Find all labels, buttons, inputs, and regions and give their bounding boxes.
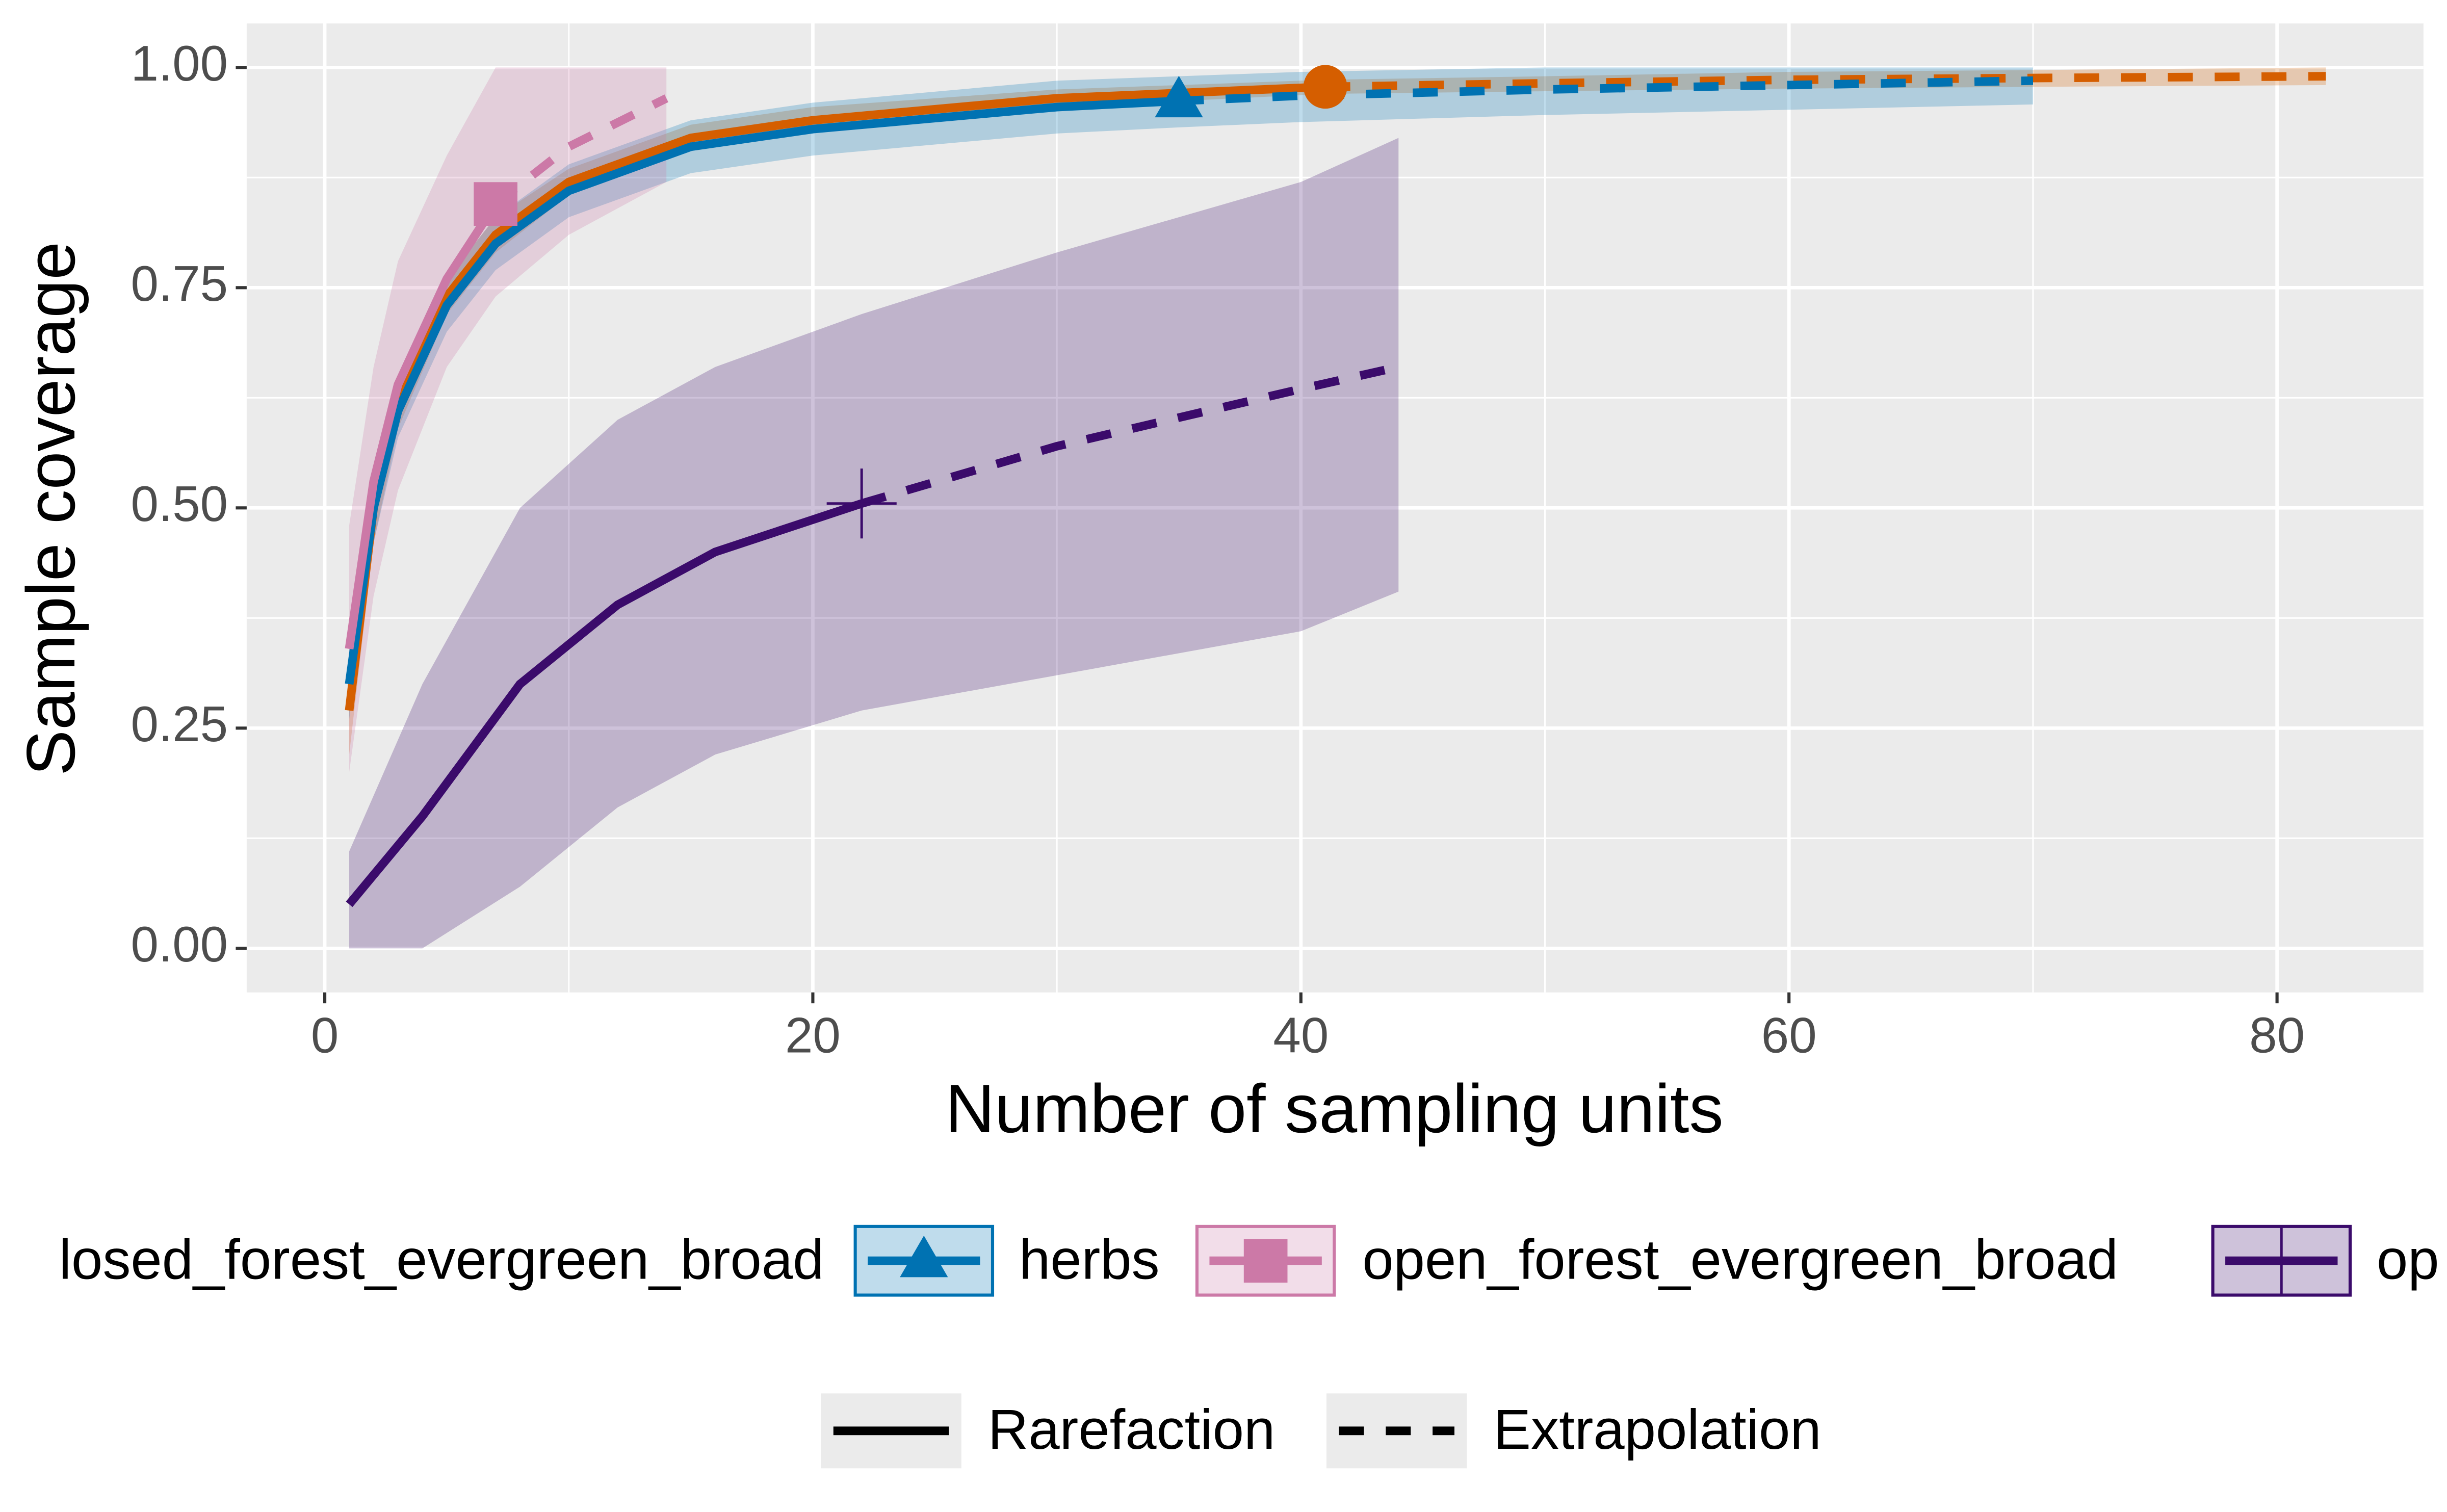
y-tick-label: 0.00 — [131, 916, 228, 972]
confidence-band — [349, 138, 1399, 949]
y-tick-label: 0.75 — [131, 255, 228, 311]
legend-label: Rarefaction — [988, 1398, 1275, 1461]
y-tick-label: 0.25 — [131, 696, 228, 752]
rarefaction-line — [345, 201, 500, 650]
marker — [826, 468, 897, 539]
legend-label: herbs — [1019, 1228, 1160, 1291]
y-tick-label: 0.50 — [131, 476, 228, 532]
rarefaction-line — [345, 96, 1179, 685]
legend-label: Extrapolation — [1494, 1398, 1821, 1461]
confidence-band — [349, 67, 667, 772]
x-tick-label: 0 — [311, 1007, 339, 1063]
rarefaction-line — [346, 499, 863, 907]
x-axis-title: Number of sampling units — [945, 1070, 1724, 1147]
x-tick-label: 60 — [1761, 1007, 1817, 1063]
legend-label: op — [2377, 1228, 2439, 1291]
x-tick-label: 40 — [1273, 1007, 1329, 1063]
y-tick-label: 1.00 — [131, 35, 228, 91]
x-tick-label: 20 — [785, 1007, 841, 1063]
legend-label: open_forest_evergreen_broad — [1362, 1228, 2118, 1291]
extrapolation-line — [860, 362, 1400, 508]
marker — [900, 1235, 948, 1278]
marker — [1303, 65, 1347, 109]
legend-label: losed_forest_evergreen_broad — [59, 1228, 824, 1291]
marker — [2246, 1226, 2316, 1296]
marker — [474, 182, 518, 226]
extrapolation-line — [1325, 72, 2326, 91]
y-axis-title: Sample coverage — [12, 242, 89, 776]
marker — [1243, 1239, 1288, 1283]
x-tick-label: 80 — [2249, 1007, 2305, 1063]
marker — [1155, 75, 1203, 118]
